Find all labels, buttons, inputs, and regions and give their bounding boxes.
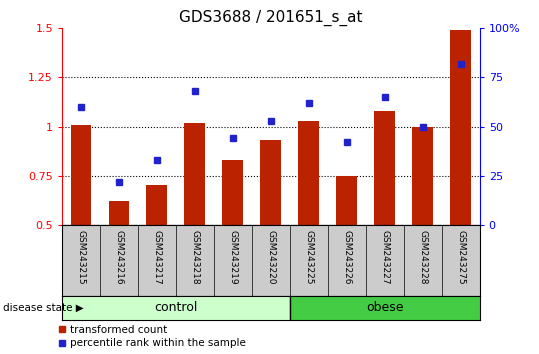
Text: GSM243215: GSM243215 bbox=[77, 230, 86, 285]
Bar bbox=[108, 201, 129, 225]
Text: GSM243220: GSM243220 bbox=[266, 230, 275, 285]
Bar bbox=[290, 296, 480, 320]
Text: obese: obese bbox=[366, 302, 404, 314]
Text: GSM243228: GSM243228 bbox=[418, 230, 427, 285]
Text: GSM243217: GSM243217 bbox=[153, 230, 161, 285]
Text: control: control bbox=[154, 302, 198, 314]
Text: disease state ▶: disease state ▶ bbox=[3, 303, 84, 313]
Legend: transformed count, percentile rank within the sample: transformed count, percentile rank withi… bbox=[54, 321, 251, 352]
Bar bbox=[450, 30, 471, 225]
Bar bbox=[260, 140, 281, 225]
Bar bbox=[336, 176, 357, 225]
Bar bbox=[147, 185, 168, 225]
Text: GSM243227: GSM243227 bbox=[381, 230, 389, 285]
Text: GSM243226: GSM243226 bbox=[342, 230, 351, 285]
Text: GSM243216: GSM243216 bbox=[114, 230, 123, 285]
Bar bbox=[412, 126, 433, 225]
Text: GSM243219: GSM243219 bbox=[229, 230, 237, 285]
Text: GSM243218: GSM243218 bbox=[190, 230, 199, 285]
Text: GSM243225: GSM243225 bbox=[305, 230, 313, 285]
Bar bbox=[299, 121, 319, 225]
Bar bbox=[184, 122, 205, 225]
Bar bbox=[71, 125, 92, 225]
Bar bbox=[223, 160, 243, 225]
Bar bbox=[62, 296, 290, 320]
Bar bbox=[374, 111, 395, 225]
Title: GDS3688 / 201651_s_at: GDS3688 / 201651_s_at bbox=[179, 9, 363, 25]
Text: GSM243275: GSM243275 bbox=[456, 230, 465, 285]
